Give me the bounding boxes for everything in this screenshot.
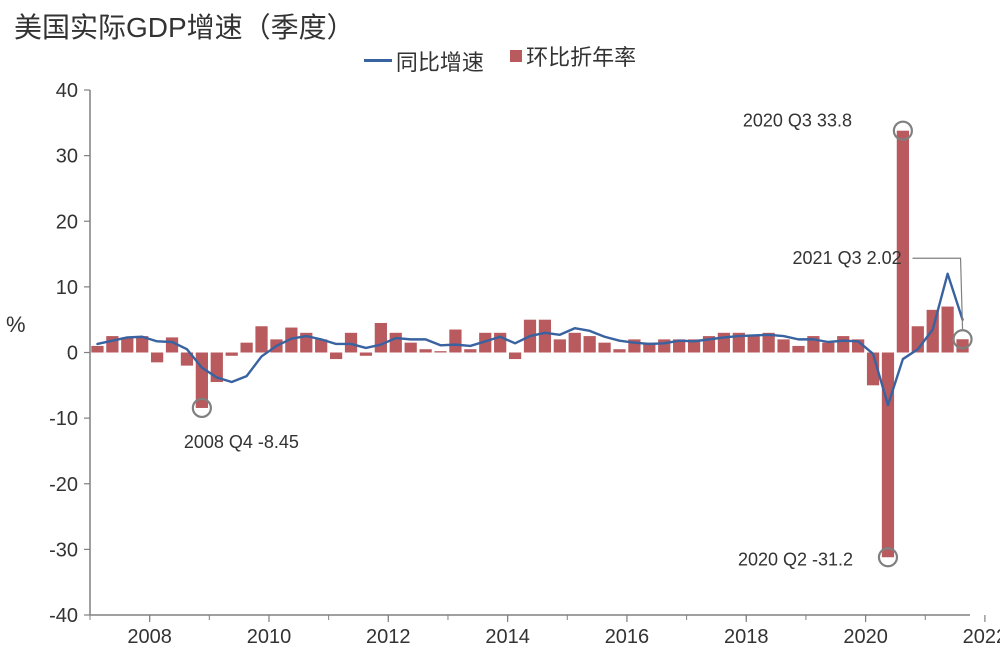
- legend-item-line: 同比增速: [364, 45, 484, 77]
- y-axis-label: %: [6, 312, 26, 338]
- svg-text:-20: -20: [49, 474, 78, 496]
- svg-text:2008 Q4 -8.45: 2008 Q4 -8.45: [184, 432, 299, 452]
- svg-text:40: 40: [56, 80, 78, 102]
- svg-text:-40: -40: [49, 605, 78, 627]
- svg-text:2020 Q2 -31.2: 2020 Q2 -31.2: [738, 549, 853, 569]
- svg-text:2020: 2020: [843, 626, 888, 648]
- legend-label-line: 同比增速: [396, 45, 484, 77]
- svg-text:2014: 2014: [485, 626, 530, 648]
- y-axis-label-text: %: [6, 312, 26, 337]
- svg-text:2018: 2018: [724, 626, 769, 648]
- legend-swatch-box: [510, 50, 522, 62]
- svg-text:-30: -30: [49, 539, 78, 561]
- chart-title-text: 美国实际GDP增速（季度）: [14, 12, 355, 43]
- svg-text:10: 10: [56, 277, 78, 299]
- svg-text:2020 Q3 33.8: 2020 Q3 33.8: [743, 111, 852, 131]
- legend-item-bar: 环比折年率: [510, 40, 636, 72]
- svg-text:-10: -10: [49, 408, 78, 430]
- svg-text:2021 Q3 2.02: 2021 Q3 2.02: [793, 248, 902, 268]
- legend-label-bar: 环比折年率: [526, 40, 636, 72]
- svg-text:2012: 2012: [366, 626, 411, 648]
- svg-text:2022: 2022: [963, 626, 1000, 648]
- svg-text:2008: 2008: [127, 626, 172, 648]
- svg-text:2016: 2016: [605, 626, 650, 648]
- svg-text:0: 0: [67, 343, 78, 365]
- legend-swatch-line: [364, 59, 392, 62]
- chart-container: 美国实际GDP增速（季度） 同比增速 环比折年率 % -40 -30 -20 -10 0…: [0, 0, 1000, 650]
- svg-text:30: 30: [56, 146, 78, 168]
- legend: 同比增速 环比折年率: [0, 40, 1000, 77]
- svg-text:20: 20: [56, 211, 78, 233]
- svg-text:2010: 2010: [247, 626, 292, 648]
- plot-svg: -40 -30 -20 -10 0 10 20 30 40 2008 2010 2012 2014 201…: [0, 0, 1000, 650]
